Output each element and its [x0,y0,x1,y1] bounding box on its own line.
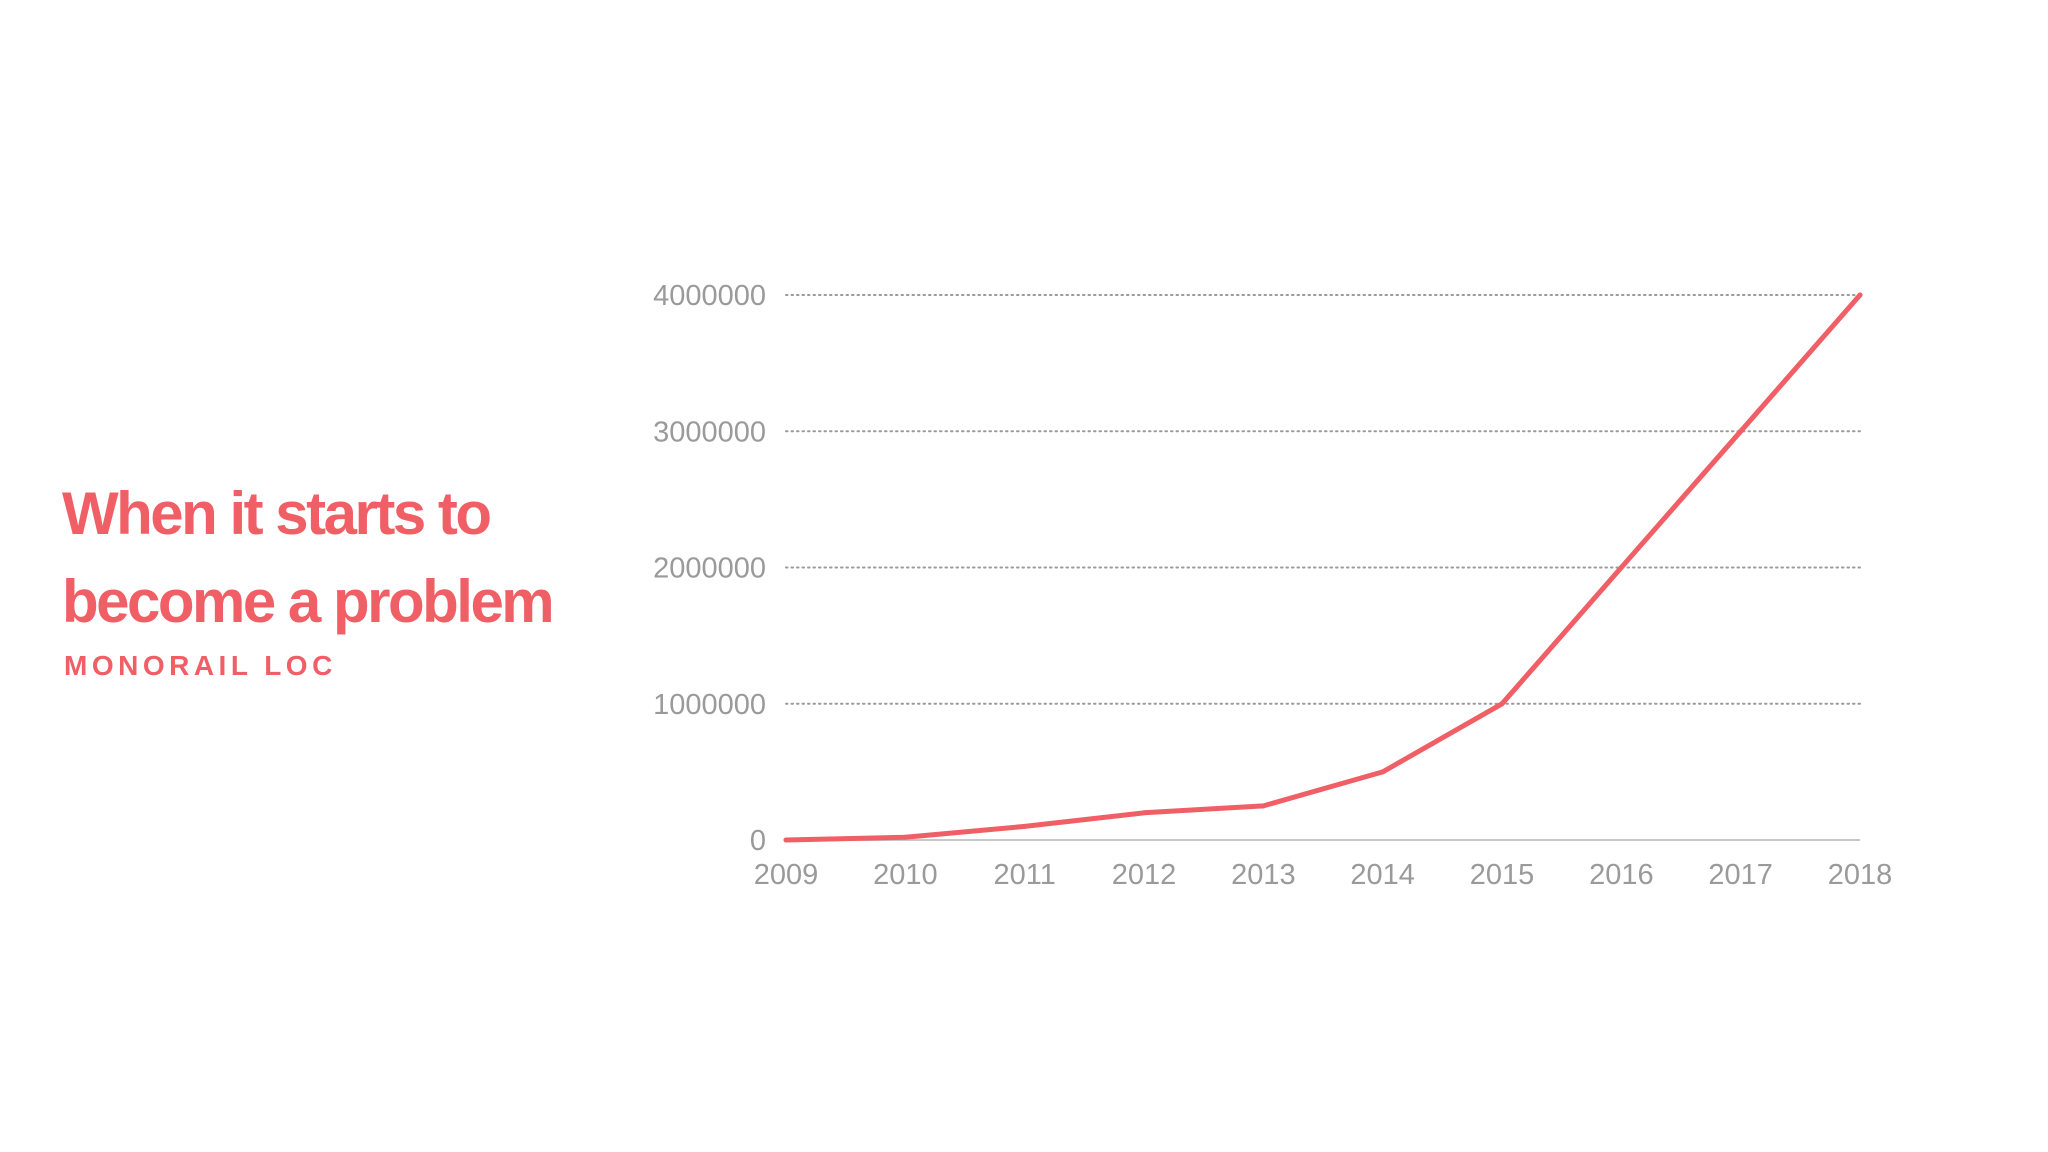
slide-subtitle: MONORAIL LOC [64,650,337,681]
y-tick-label: 2000000 [653,553,766,585]
y-tick-label: 4000000 [653,280,766,312]
x-tick-label: 2015 [1470,859,1535,891]
x-tick-label: 2017 [1708,859,1773,891]
x-tick-label: 2012 [1112,859,1177,891]
x-tick-label: 2009 [754,859,819,891]
y-tick-label: 0 [750,825,766,857]
x-tick-label: 2013 [1231,859,1296,891]
data-point [1738,428,1744,434]
data-point [783,837,789,843]
x-tick-label: 2011 [993,859,1055,891]
data-point [1380,769,1386,775]
x-tick-label: 2014 [1350,859,1415,891]
data-point [1260,803,1266,809]
y-tick-label: 3000000 [653,416,766,448]
data-point [902,834,908,840]
data-point [1618,565,1624,570]
data-point [1499,701,1505,707]
x-tick-label: 2010 [873,859,938,891]
data-point [1141,810,1147,816]
x-tick-label: 2016 [1589,859,1654,891]
data-point [1022,823,1028,829]
series-line [783,292,1863,843]
x-tick-label: 2018 [1828,859,1893,891]
y-tick-label: 1000000 [653,689,766,721]
slide-title: When it starts to become a problem [62,480,555,635]
data-point [1857,292,1863,298]
